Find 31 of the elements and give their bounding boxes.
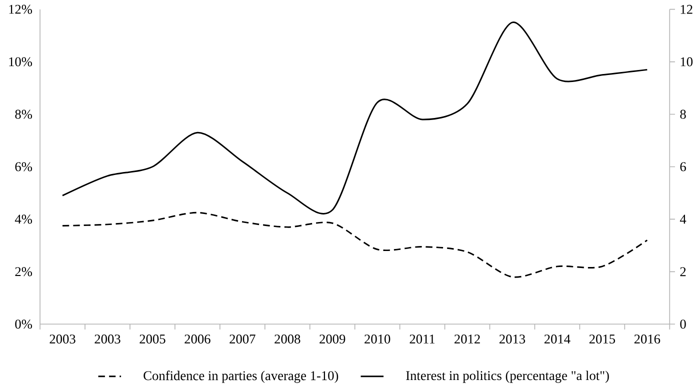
x-tick-label: 2005 [140, 334, 166, 344]
x-tick-label: 2014 [544, 334, 570, 344]
y2-tick-label: 8 [680, 110, 686, 119]
x-tick-label: 2016 [634, 334, 660, 344]
x-tick-label: 2013 [499, 334, 526, 344]
y2-tick-label: 10 [680, 57, 693, 66]
y2-tick-label: 2 [680, 267, 686, 276]
x-tick-label: 2011 [410, 334, 435, 344]
x-tick-label: 2006 [184, 334, 210, 344]
x-tick-label: 2010 [364, 334, 390, 344]
y-tick-label: 12% [9, 4, 32, 14]
y2-tick-label: 12 [680, 4, 692, 14]
x-tick-label: 2012 [454, 334, 480, 344]
line-series [62, 212, 648, 278]
y2-tick-label: 4 [680, 214, 686, 224]
legend-label: Confidence in parties (average 1-10) [144, 370, 338, 383]
y-tick-label: 8% [15, 110, 32, 119]
x-tick-label: 2015 [589, 334, 616, 344]
y2-tick-label: 0 [680, 320, 686, 329]
y-tick-label: 0% [15, 320, 32, 329]
y-tick-label: 10% [9, 57, 32, 66]
y2-tick-label: 6 [680, 162, 686, 172]
y-tick-label: 2% [15, 267, 32, 276]
y-tick-label: 6% [15, 162, 32, 172]
y-tick-label: 4% [14, 214, 32, 224]
x-tick-label: 2003 [50, 334, 76, 344]
x-tick-label: 2007 [230, 334, 256, 344]
legend-label: Interest in politics (percentage "a lot") [406, 370, 609, 383]
x-tick-label: 2009 [320, 334, 346, 344]
x-tick-label: 2003 [94, 334, 120, 344]
x-tick-label: 2008 [274, 334, 300, 344]
